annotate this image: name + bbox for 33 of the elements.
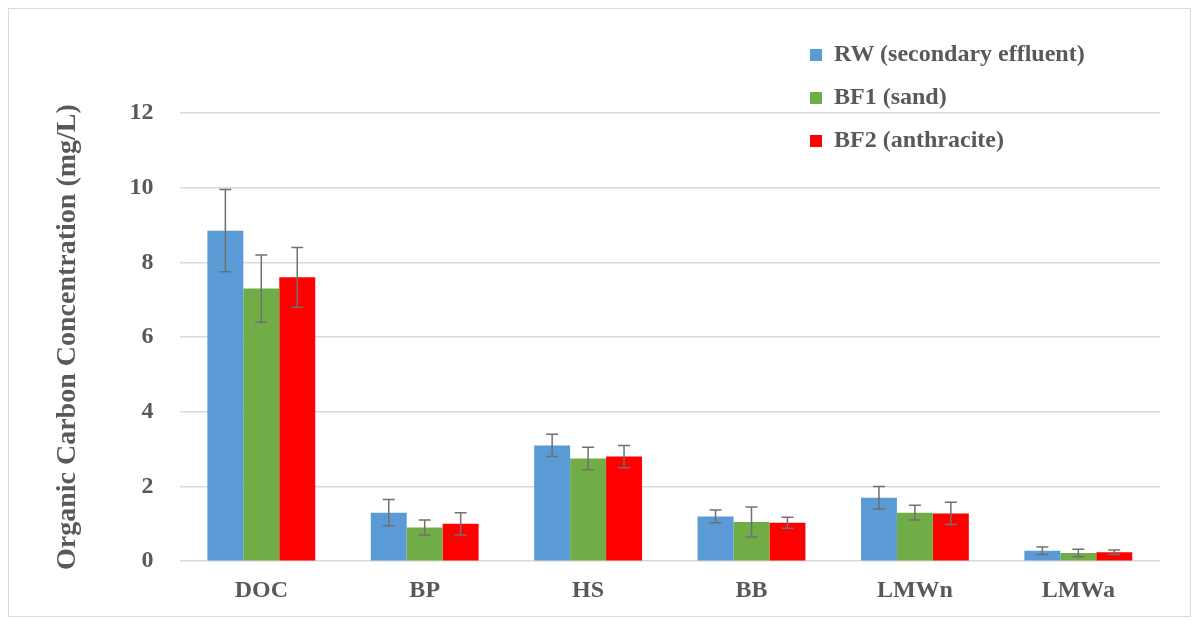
x-tick-label: BB bbox=[735, 575, 768, 602]
y-axis-title: Organic Carbon Concentration (mg/L) bbox=[50, 104, 82, 571]
bar bbox=[207, 230, 244, 561]
x-tick-label: BP bbox=[409, 575, 441, 602]
bar bbox=[279, 277, 316, 561]
y-tick-label: 2 bbox=[141, 471, 154, 498]
legend-label: BF2 (anthracite) bbox=[834, 126, 1004, 153]
bar bbox=[406, 527, 443, 561]
legend-label: BF1 (sand) bbox=[834, 83, 947, 110]
bar bbox=[243, 288, 280, 561]
x-tick-label: DOC bbox=[234, 575, 288, 602]
y-tick-label: 10 bbox=[129, 172, 154, 199]
legend-label: RW (secondary effluent) bbox=[834, 40, 1085, 67]
x-tick-label: LMWn bbox=[876, 575, 953, 602]
bar bbox=[860, 497, 897, 561]
bar bbox=[769, 522, 806, 561]
bar bbox=[1096, 552, 1133, 561]
y-tick-label: 12 bbox=[129, 98, 154, 125]
bar bbox=[370, 512, 407, 561]
y-tick-label: 4 bbox=[141, 397, 154, 423]
bar bbox=[570, 458, 607, 561]
bar bbox=[442, 523, 479, 561]
bar bbox=[697, 516, 734, 561]
y-tick-label: 6 bbox=[141, 322, 154, 349]
x-tick-label: HS bbox=[572, 575, 605, 602]
bar bbox=[733, 521, 770, 561]
y-tick-label: 0 bbox=[141, 546, 154, 573]
y-tick-label: 8 bbox=[141, 247, 154, 274]
bar bbox=[932, 513, 969, 561]
bar bbox=[534, 445, 571, 561]
bar bbox=[896, 512, 933, 561]
x-tick-label: LMWa bbox=[1041, 575, 1115, 602]
bar bbox=[606, 456, 643, 561]
